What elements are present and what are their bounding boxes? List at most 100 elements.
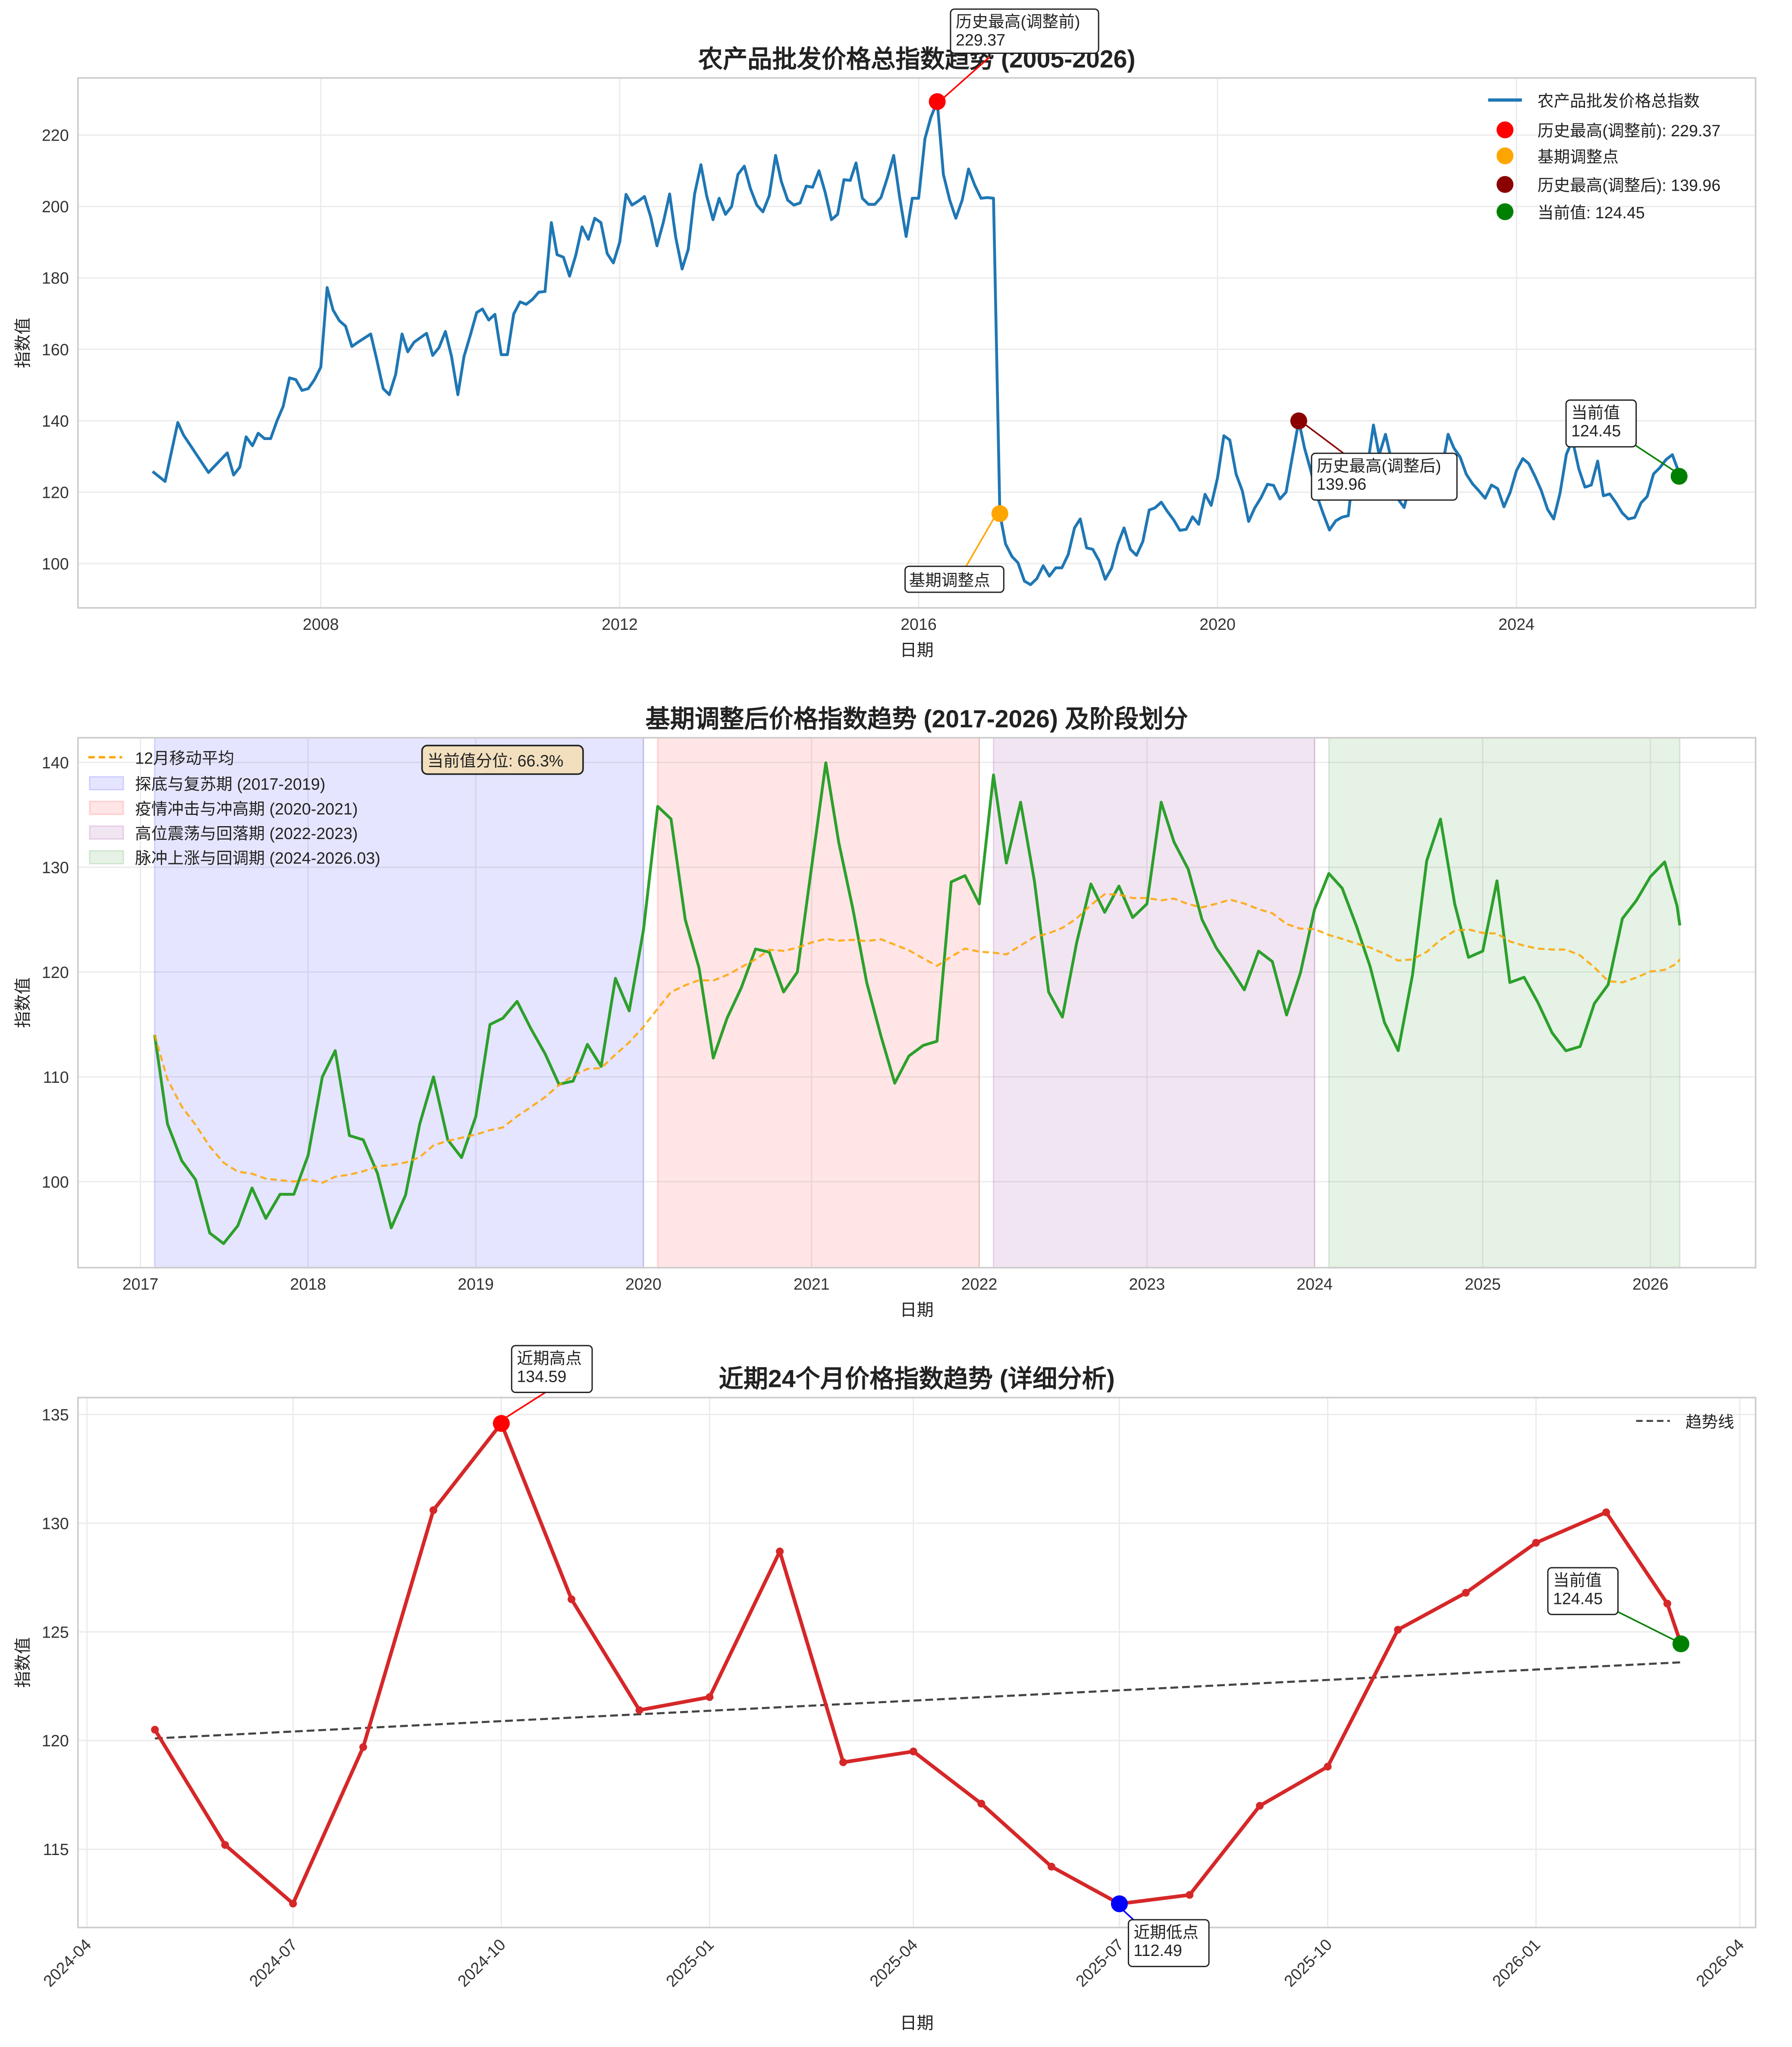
annotation-current-value: 当前值 124.45 — [1565, 399, 1676, 472]
legend: 农产品批发价格总指数 历史最高(调整前): 229.37 基期调整点 历史最高(… — [1488, 92, 1720, 222]
data-point — [1602, 1508, 1610, 1516]
y-tick-label: 140 — [42, 754, 69, 772]
legend-label: 探底与复苏期 (2017-2019) — [135, 775, 325, 793]
x-tick-label: 2026-01 — [1489, 1935, 1544, 1990]
svg-text:历史最高(调整前)229.37: 历史最高(调整前) 229.37 — [956, 13, 1080, 49]
data-point — [289, 1899, 297, 1908]
x-tick-label: 2024 — [1498, 615, 1535, 633]
annotation-recent-high: 近期高点 134.59 — [502, 1345, 593, 1421]
axes-frame — [77, 737, 1757, 1269]
legend-marker-swatch — [1496, 176, 1514, 193]
marker-recent-high — [493, 1415, 510, 1432]
data-point — [1186, 1891, 1194, 1899]
data-point — [1047, 1862, 1056, 1871]
legend-patch — [89, 825, 124, 840]
phase-region — [154, 737, 644, 1269]
phase-region — [1328, 737, 1681, 1269]
x-tick-label: 2019 — [458, 1275, 494, 1293]
y-tick-label: 180 — [42, 269, 69, 287]
y-tick-label: 135 — [42, 1406, 69, 1424]
legend-label: 疫情冲击与冲高期 (2020-2021) — [135, 800, 358, 818]
legend-patch — [89, 850, 124, 865]
data-point — [1462, 1589, 1470, 1597]
annotation-box — [421, 745, 584, 775]
annotation-value: 112.49 — [1133, 1941, 1182, 1959]
marker-current-value — [1672, 1635, 1689, 1653]
annotation-arrow — [965, 516, 995, 567]
annotation-arrow — [943, 57, 990, 98]
x-tick-label: 2017 — [122, 1275, 159, 1293]
annotation-value: 124.45 — [1553, 1589, 1603, 1607]
annotation-value: 139.96 — [1317, 475, 1366, 493]
data-point — [1394, 1626, 1402, 1634]
x-tick-label: 2025 — [1465, 1275, 1501, 1293]
annotation-value: 134.59 — [517, 1367, 566, 1385]
annotation-peak-after-adjustment: 历史最高(调整后) 139.96 — [1303, 423, 1458, 501]
axes-frame — [77, 77, 1757, 609]
legend-label: 趋势线 — [1685, 1413, 1734, 1431]
data-point — [1324, 1763, 1332, 1771]
marker-peak-after-adjustment — [1290, 412, 1307, 430]
data-point — [839, 1758, 847, 1767]
annotation-arrow — [502, 1392, 546, 1421]
annotation-text: 当前值分位: 66.3% — [427, 752, 564, 770]
trend-line — [155, 1661, 1681, 1740]
x-tick-label: 2026 — [1632, 1275, 1669, 1293]
y-tick-label: 130 — [42, 858, 69, 877]
x-tick-label: 2025-10 — [1280, 1935, 1335, 1990]
x-axis-label: 日期 — [900, 2014, 934, 2033]
y-tick-label: 115 — [43, 1840, 69, 1858]
phase-shading — [154, 737, 1681, 1269]
x-tick-label: 2020 — [1199, 615, 1236, 633]
annotation-peak-before-adjustment: 历史最高(调整前) 229.37 — [943, 8, 1099, 98]
legend-label: 历史最高(调整前): 229.37 — [1538, 122, 1720, 140]
plot-area — [78, 1397, 1756, 1928]
y-axis-label: 指数值 — [14, 978, 32, 1028]
data-point — [1255, 1802, 1264, 1810]
x-tick-label: 2025-07 — [1072, 1935, 1127, 1990]
chart-adjusted-index-phases: 基期调整后价格指数趋势 (2017-2026) 及阶段划分 日期 指数值 100… — [14, 705, 1757, 1320]
annotation-box — [511, 1345, 593, 1393]
annotation-arrow — [1303, 423, 1346, 456]
data-point — [706, 1693, 714, 1701]
data-point — [1532, 1539, 1540, 1547]
annotation-text: 近期低点 — [1133, 1923, 1199, 1941]
annotation-box — [1565, 399, 1637, 448]
x-tick-label: 2024-04 — [40, 1935, 94, 1990]
legend: 趋势线 — [1636, 1413, 1734, 1431]
marker-recent-low — [1111, 1895, 1128, 1912]
data-point — [221, 1841, 229, 1849]
plot-area — [78, 738, 1756, 1268]
y-tick-label: 120 — [42, 483, 69, 501]
chart-title: 近期24个月价格指数趋势 (详细分析) — [719, 1365, 1115, 1393]
annotation-arrow — [1629, 441, 1676, 472]
marker-peak-before-adjustment — [929, 93, 946, 110]
x-tick-label: 2026-04 — [1692, 1935, 1747, 1990]
x-axis-label: 日期 — [900, 641, 934, 660]
x-tick-label: 2012 — [602, 615, 638, 633]
y-axis-label: 指数值 — [14, 1637, 32, 1688]
chart-recent-24-months: 近期24个月价格指数趋势 (详细分析) 日期 指数值 115 120 125 130 1… — [14, 1365, 1757, 2033]
data-point — [977, 1799, 985, 1808]
legend: 12月移动平均 探底与复苏期 (2017-2019) 疫情冲击与冲高期 (202… — [88, 749, 380, 867]
data-point — [359, 1743, 367, 1751]
annotation-box — [950, 8, 1099, 54]
series-line-adjusted-index — [153, 761, 1682, 1245]
legend-patch — [89, 801, 124, 815]
annotation-text: 当前值 — [1571, 403, 1620, 421]
grid — [78, 1397, 1756, 1928]
x-tick-label: 2024 — [1296, 1275, 1333, 1293]
legend-label: 农产品批发价格总指数 — [1538, 92, 1700, 110]
data-point — [151, 1726, 159, 1734]
y-tick-label: 220 — [42, 126, 69, 145]
y-tick-label: 160 — [42, 340, 69, 358]
data-point — [568, 1595, 576, 1604]
annotation-text: 基期调整点 — [909, 571, 990, 589]
chart-title: 基期调整后价格指数趋势 (2017-2026) 及阶段划分 — [645, 705, 1188, 733]
phase-region — [993, 737, 1315, 1269]
x-tick-label: 2025-01 — [662, 1935, 717, 1990]
y-tick-label: 120 — [42, 963, 69, 981]
